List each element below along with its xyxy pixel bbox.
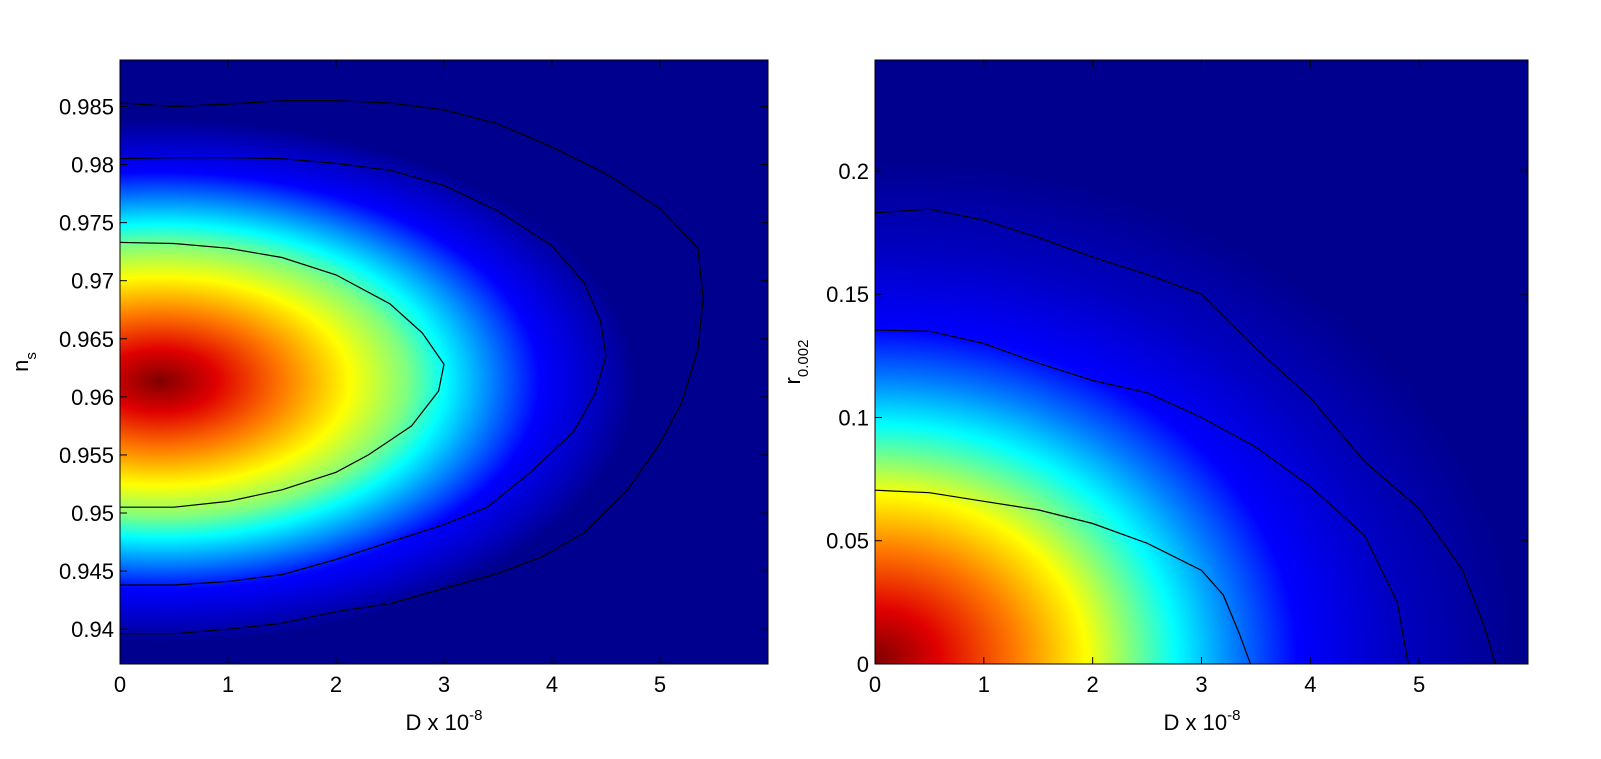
right-contours xyxy=(875,208,1496,664)
right-y-tick-label: 0.2 xyxy=(838,159,869,184)
left-contour-95pct xyxy=(120,157,607,586)
left-y-axis-label: ns xyxy=(8,352,40,372)
right-panel: 0 1 2 3 4 5 0 0.05 0.1 0.15 0.2 D x 10-8 r0.002 xyxy=(780,59,1529,735)
left-panel: 0 1 2 3 4 5 0.94 0.945 0.95 0.955 0.96 0.965 0.97 0.9… xyxy=(8,59,769,735)
left-x-axis-label: D x 10-8 xyxy=(406,707,483,735)
left-ticks: 0 1 2 3 4 5 0.94 0.945 0.95 0.955 0.96 0.965 0.97 0.9… xyxy=(59,60,768,697)
left-y-tick-label: 0.96 xyxy=(71,385,114,410)
right-x-tick-label: 0 xyxy=(869,672,881,697)
right-x-tick-label: 3 xyxy=(1195,672,1207,697)
left-x-tick-label: 2 xyxy=(330,672,342,697)
left-contour-99pct xyxy=(120,100,704,635)
right-ticks: 0 1 2 3 4 5 0 0.05 0.1 0.15 0.2 xyxy=(826,60,1528,697)
left-x-tick-label: 5 xyxy=(654,672,666,697)
right-y-tick-label: 0.15 xyxy=(826,282,869,307)
right-x-axis-label: D x 10-8 xyxy=(1164,707,1241,735)
left-y-tick-label: 0.985 xyxy=(59,94,114,119)
left-y-tick-label: 0.98 xyxy=(71,153,114,178)
left-y-tick-label: 0.965 xyxy=(59,327,114,352)
left-y-tick-label: 0.97 xyxy=(71,269,114,294)
left-y-tick-label: 0.945 xyxy=(59,559,114,584)
left-contour-68pct xyxy=(120,241,445,508)
right-y-tick-label: 0.05 xyxy=(826,529,869,554)
right-x-tick-label: 4 xyxy=(1304,672,1316,697)
left-x-tick-label: 3 xyxy=(438,672,450,697)
left-x-tick-label: 0 xyxy=(114,672,126,697)
right-contour-68pct xyxy=(875,489,1252,664)
right-y-tick-label: 0.1 xyxy=(838,405,869,430)
left-y-tick-label: 0.955 xyxy=(59,443,114,468)
right-x-tick-label: 5 xyxy=(1413,672,1425,697)
right-x-tick-label: 1 xyxy=(978,672,990,697)
left-x-tick-label: 1 xyxy=(222,672,234,697)
left-contours xyxy=(120,100,704,635)
right-x-tick-label: 2 xyxy=(1087,672,1099,697)
right-contour-95pct xyxy=(875,329,1409,664)
right-y-tick-label: 0 xyxy=(857,652,869,677)
left-y-tick-label: 0.975 xyxy=(59,211,114,236)
left-y-tick-label: 0.94 xyxy=(71,617,114,642)
right-contour-99pct xyxy=(875,208,1496,664)
left-heatmap xyxy=(120,60,768,664)
right-y-axis-label: r0.002 xyxy=(780,340,812,385)
left-y-tick-label: 0.95 xyxy=(71,501,114,526)
right-heatmap xyxy=(875,60,1528,664)
left-x-tick-label: 4 xyxy=(546,672,558,697)
